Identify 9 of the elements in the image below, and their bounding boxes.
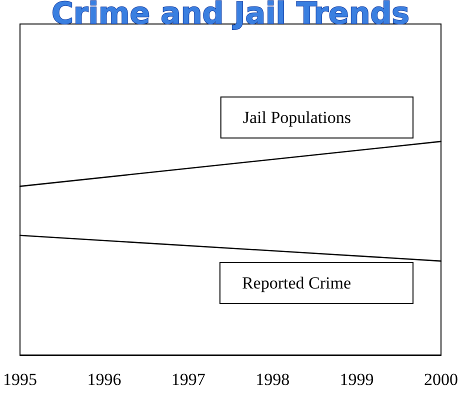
chart-title: Crime and Jail Trends xyxy=(51,0,410,32)
x-tick-label: 1996 xyxy=(87,370,122,389)
x-tick-label: 1997 xyxy=(171,370,206,389)
x-tick-label: 2000 xyxy=(424,370,458,389)
x-tick-label: 1995 xyxy=(3,370,37,389)
x-tick-label: 1998 xyxy=(256,370,290,389)
series-label: Jail Populations xyxy=(242,108,351,127)
series-label: Reported Crime xyxy=(242,274,351,293)
x-tick-label: 1999 xyxy=(340,370,374,389)
